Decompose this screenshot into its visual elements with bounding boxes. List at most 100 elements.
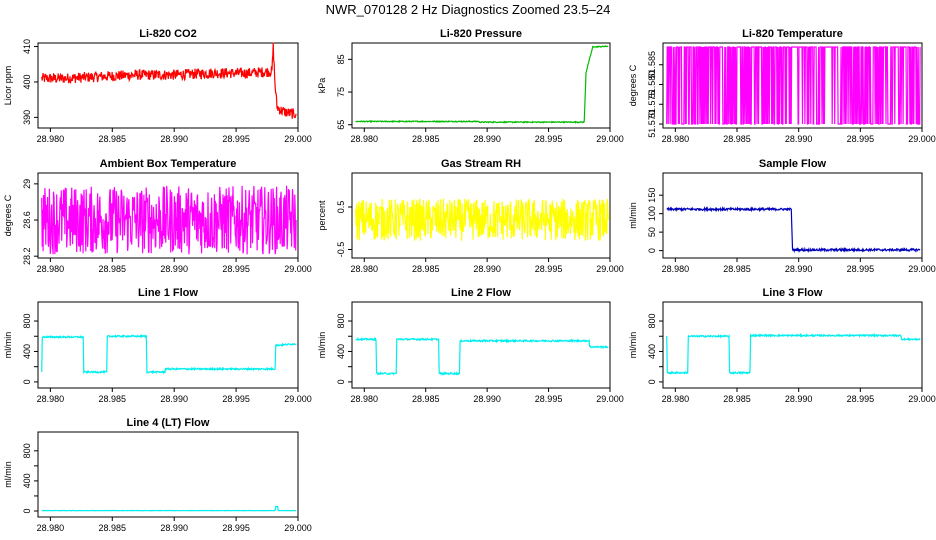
x-tick-label: 28.985 [99,394,127,404]
x-tick-label: 28.990 [160,134,188,144]
x-tick-label: 28.980 [351,394,379,404]
x-tick-label: 28.990 [785,394,813,404]
x-tick-label: 28.995 [222,264,250,274]
x-tick-label: 29.000 [284,523,312,533]
y-axis-label: ml/min [3,332,13,359]
data-series-line [41,42,297,119]
plot-frame [351,42,611,129]
plot-frame [37,172,299,259]
chart-panel: Line 1 Flow ml/min 0 400 800 28.980 28.985 28.9… [3,287,312,404]
x-tick-label: 28.995 [222,134,250,144]
x-tick-label: 28.990 [473,264,501,274]
data-series-line [355,336,609,376]
y-tick-label: 800 [336,314,346,329]
y-tick-label: 0.5 [336,201,346,214]
y-tick-label: 400 [22,74,32,89]
y-tick-label: 410 [22,39,32,54]
y-tick-label: 800 [22,314,32,329]
y-tick-label: 400 [647,344,657,359]
y-tick-label: 0 [22,379,32,384]
y-axis-label: Licor ppm [3,66,13,106]
page-title: NWR_070128 2 Hz Diagnostics Zoomed 23.5–… [325,2,611,17]
x-tick-label: 28.990 [160,394,188,404]
x-tick-label: 28.990 [473,394,501,404]
x-tick-label: 28.980 [37,264,65,274]
y-tick-label: 400 [22,473,32,488]
y-tick-label: 28.2 [22,247,32,265]
chart-title: Line 4 (LT) Flow [127,417,210,429]
chart-panel: Sample Flow ml/min 0 50 100 150 28.980 28.985 28… [628,158,936,274]
y-tick-label: 0 [336,379,346,384]
plot-frame [37,301,299,389]
y-tick-label: 65 [336,120,346,130]
plot-frame [351,172,611,259]
chart-title: Ambient Box Temperature [100,158,237,170]
chart-title: Li-820 CO2 [139,28,196,40]
x-tick-label: 28.990 [473,134,501,144]
y-tick-label: 51.570 [647,110,657,138]
y-axis-label: kPa [317,78,327,94]
plot-frame [662,42,923,129]
y-tick-label: 28.6 [22,211,32,229]
x-tick-label: 28.985 [99,134,127,144]
x-tick-label: 28.990 [785,264,813,274]
y-tick-label: 0 [647,379,657,384]
chart-panel: Li-820 CO2 Licor ppm 390 400 410 28.980 28.985… [3,28,312,144]
x-tick-label: 28.980 [662,264,690,274]
y-axis-label: degrees C [3,194,13,236]
x-tick-label: 28.995 [535,394,563,404]
y-axis-label: percent [317,200,327,231]
y-tick-label: 29 [22,179,32,189]
chart-title: Line 3 Flow [763,287,823,299]
chart-panel: Ambient Box Temperature degrees C 28.2 28.6… [3,158,312,274]
x-tick-label: 29.000 [596,394,624,404]
y-tick-label: 51.575 [647,91,657,119]
x-tick-label: 28.985 [412,134,440,144]
chart-title: Li-820 Temperature [742,28,843,40]
y-tick-label: 50 [647,227,657,237]
plot-frame [662,172,923,259]
chart-title: Li-820 Pressure [440,28,522,40]
x-tick-label: 28.980 [351,134,379,144]
y-axis-label: ml/min [3,461,13,488]
x-tick-label: 28.985 [412,394,440,404]
x-tick-label: 28.995 [535,264,563,274]
y-tick-label: 390 [22,110,32,125]
x-tick-label: 28.995 [222,394,250,404]
plot-frame [662,301,923,389]
data-series-line [355,45,609,124]
x-tick-label: 28.990 [785,134,813,144]
x-tick-label: 28.985 [412,264,440,274]
plot-frame [351,301,611,389]
x-tick-label: 29.000 [908,394,936,404]
chart-title: Line 1 Flow [138,287,198,299]
x-tick-label: 28.985 [99,523,127,533]
chart-panel: Li-820 Pressure kPa 65 75 85 28.980 28.985 28.9… [317,28,624,144]
y-axis-label: ml/min [628,202,638,229]
chart-title: Line 2 Flow [451,287,511,299]
x-tick-label: 28.980 [37,523,65,533]
plot-frame [37,431,299,518]
plot-frame [37,42,299,129]
x-tick-label: 28.995 [847,394,875,404]
x-tick-label: 28.980 [662,134,690,144]
y-tick-label: 75 [336,87,346,97]
data-series-line [355,198,609,241]
x-tick-label: 28.995 [847,264,875,274]
x-tick-label: 28.985 [723,394,751,404]
x-tick-label: 28.985 [723,134,751,144]
x-tick-label: 28.995 [222,523,250,533]
data-series-line [41,185,297,255]
chart-panel: Gas Stream RH percent -0.5 0.5 28.980 28.985 2… [317,158,624,274]
y-axis-label: degrees C [628,64,638,106]
chart-panel: Line 4 (LT) Flow ml/min 0 400 800 28.980 28.98… [3,417,312,533]
data-series-line [41,333,297,375]
x-tick-label: 29.000 [596,134,624,144]
y-tick-label: 400 [22,344,32,359]
y-tick-label: 100 [647,206,657,221]
x-tick-label: 28.990 [160,523,188,533]
y-tick-label: 800 [647,314,657,329]
y-tick-label: -0.5 [336,242,346,258]
